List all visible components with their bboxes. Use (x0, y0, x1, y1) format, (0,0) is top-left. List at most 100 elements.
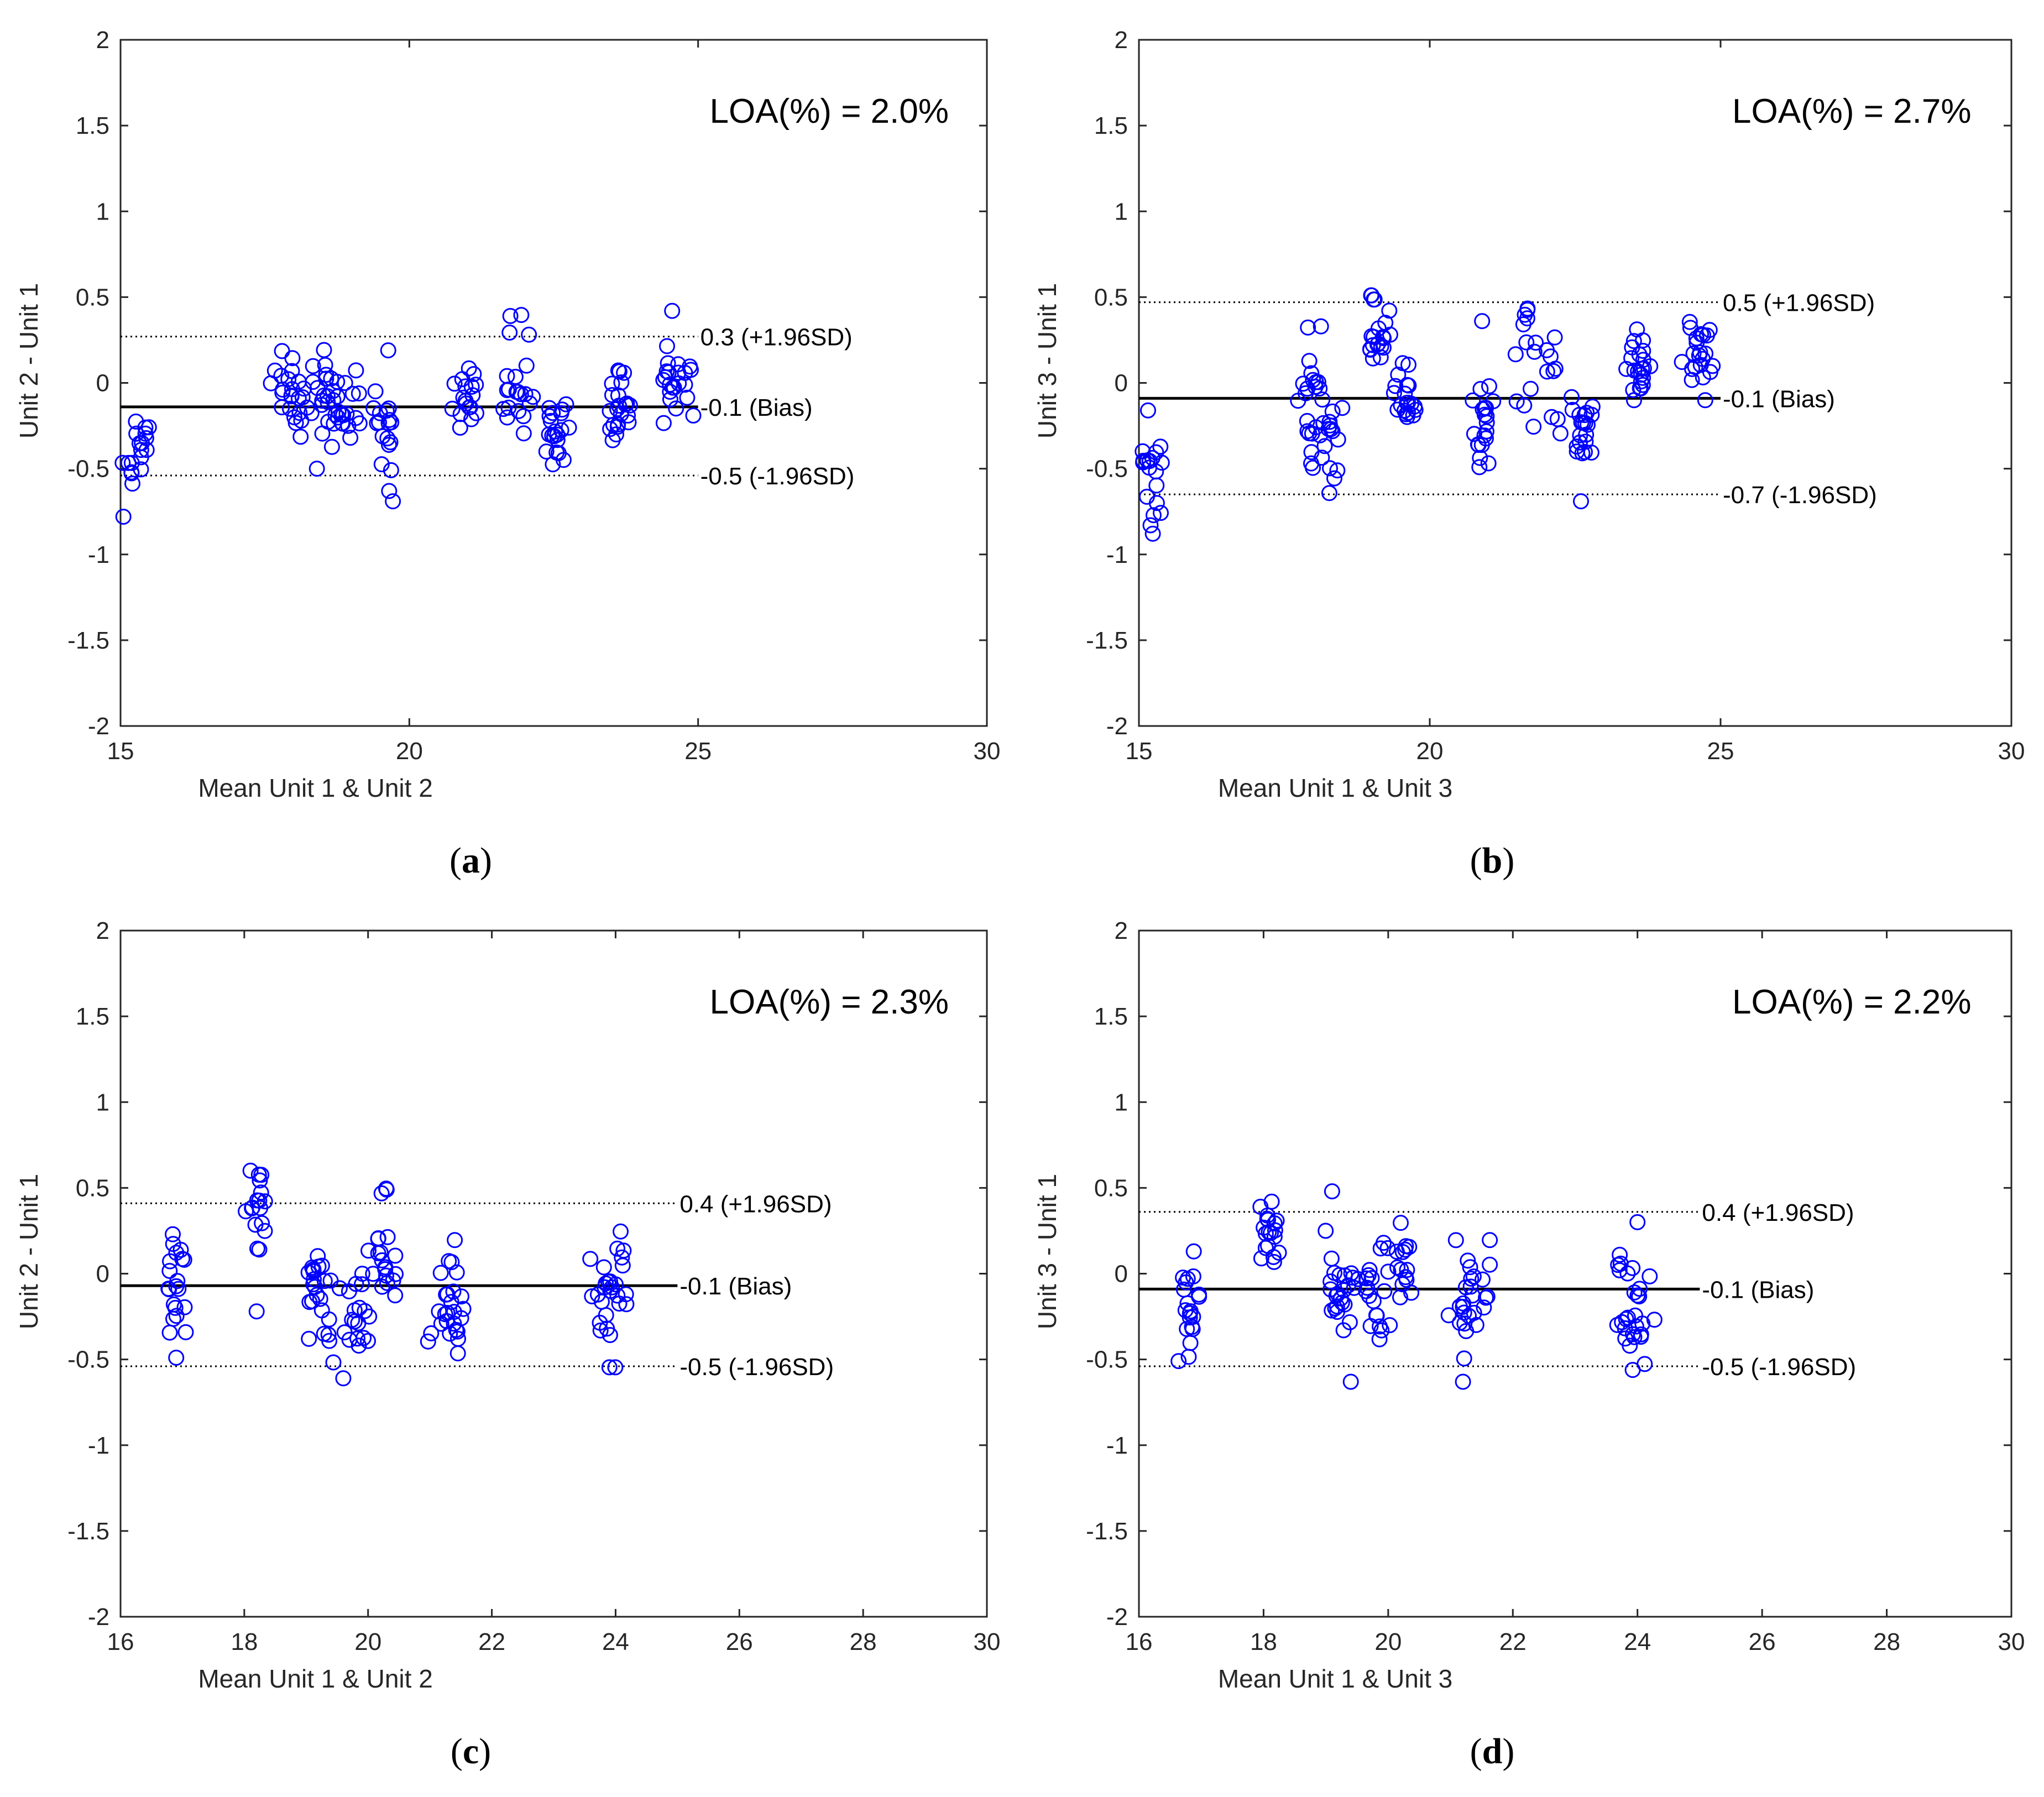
data-point (138, 430, 154, 446)
data-point (253, 1167, 270, 1183)
data-point (1573, 493, 1589, 510)
data-point (1372, 1318, 1388, 1335)
data-point (1390, 367, 1407, 383)
data-point (321, 1333, 338, 1349)
data-point (1266, 1253, 1282, 1270)
data-point (1358, 1283, 1374, 1299)
y-axis-label: Unit 3 - Unit 1 (1033, 283, 1062, 438)
data-point (1482, 1256, 1498, 1273)
data-point (115, 509, 132, 525)
data-point (501, 325, 518, 341)
data-point (1182, 1305, 1198, 1321)
data-point (685, 408, 702, 424)
data-point (1152, 438, 1169, 455)
data-point (1481, 378, 1497, 394)
data-point (294, 389, 311, 405)
data-point (437, 1306, 453, 1323)
data-point (1252, 1199, 1269, 1215)
data-point (1625, 333, 1642, 349)
data-point (455, 1300, 472, 1317)
panel-caption: (b) (1470, 840, 1515, 881)
reference-line-label: 0.4 (+1.96SD) (1702, 1199, 1854, 1226)
x-tick-label: 28 (1873, 1628, 1900, 1655)
data-point (1313, 318, 1329, 335)
data-point (161, 1263, 178, 1279)
data-point (517, 386, 534, 403)
x-tick-label: 26 (1749, 1628, 1776, 1655)
data-point (1685, 345, 1702, 362)
data-point (1318, 1223, 1334, 1239)
data-point (1334, 1294, 1350, 1311)
data-point (1539, 342, 1555, 358)
data-point (610, 362, 626, 379)
data-point (1175, 1270, 1191, 1286)
data-point (1684, 372, 1700, 388)
data-point (1507, 346, 1524, 363)
x-tick-label: 30 (1998, 1628, 2025, 1655)
data-point (387, 1247, 404, 1264)
data-points (160, 1162, 635, 1387)
data-point (1334, 400, 1351, 416)
data-points (1170, 1183, 1663, 1390)
data-point (1465, 392, 1481, 409)
data-point (1304, 425, 1320, 442)
y-tick-label: -1 (88, 1432, 109, 1459)
data-point (1631, 1288, 1648, 1305)
data-point (1397, 385, 1413, 402)
data-point (1376, 330, 1392, 347)
x-tick-label: 28 (850, 1628, 877, 1655)
data-point (1392, 1289, 1408, 1305)
x-tick-label: 25 (684, 738, 712, 765)
data-point (550, 445, 567, 461)
data-point (378, 1182, 395, 1198)
data-point (449, 1345, 466, 1362)
data-point (655, 415, 672, 431)
reference-line-label: -0.5 (-1.96SD) (700, 463, 855, 490)
data-point (1688, 330, 1705, 347)
panel-d: 16 18 20 22 24 26 28 30 -2 -1.5 -1 -0.5 0 0.5 1 1.5 2 0.… (1033, 917, 2025, 1772)
data-point (1335, 1322, 1352, 1339)
data-point (1628, 1318, 1644, 1335)
data-point (1478, 423, 1494, 440)
data-point (614, 1249, 630, 1266)
data-point (1518, 334, 1535, 351)
data-point (1376, 339, 1392, 356)
data-point (521, 326, 537, 343)
y-tick-label: -1.5 (1086, 1518, 1128, 1545)
data-point (1697, 392, 1713, 409)
data-point (1519, 310, 1535, 327)
data-point (659, 338, 675, 354)
data-point (385, 1272, 401, 1289)
x-tick-label: 24 (1624, 1628, 1651, 1655)
x-tick-label: 22 (478, 1628, 505, 1655)
data-point (1397, 1241, 1414, 1258)
data-point (610, 416, 626, 433)
data-point (1578, 405, 1595, 421)
y-tick-label: 0 (1115, 1261, 1128, 1288)
data-point (439, 1286, 456, 1303)
data-point (664, 302, 681, 319)
data-point (665, 379, 681, 396)
y-tick-label: 2 (96, 917, 109, 944)
plot-area (1138, 929, 2012, 1618)
data-point (677, 377, 693, 393)
data-point (549, 426, 566, 443)
data-point (377, 1261, 394, 1277)
data-point (1405, 407, 1421, 424)
data-point (1688, 335, 1705, 351)
data-point (1372, 1240, 1389, 1257)
data-point (283, 388, 300, 404)
data-point (325, 1354, 342, 1371)
data-point (1617, 1320, 1633, 1336)
data-point (443, 1254, 460, 1271)
x-axis-label: Mean Unit 1 & Unit 3 (1218, 774, 1452, 802)
data-point (1458, 1323, 1475, 1339)
y-tick-label: -1 (1106, 1432, 1128, 1459)
data-point (1324, 1302, 1340, 1319)
x-axis-label: Mean Unit 1 & Unit 3 (1218, 1664, 1452, 1693)
data-point (1456, 1304, 1472, 1321)
x-tick-label: 15 (1126, 738, 1153, 765)
data-point (370, 1230, 386, 1247)
data-point (1460, 1252, 1476, 1269)
